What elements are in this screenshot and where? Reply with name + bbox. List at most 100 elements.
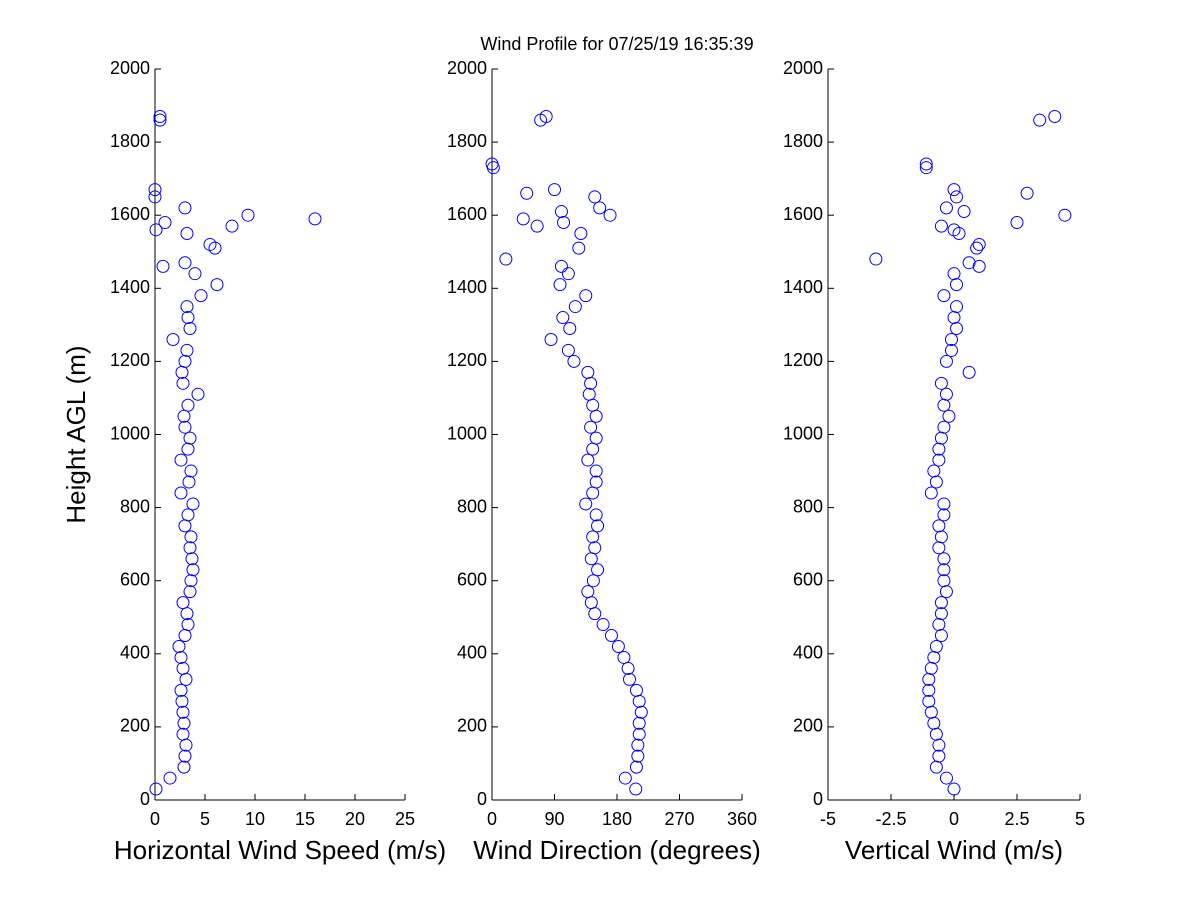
point [181,398,195,412]
point [554,205,568,219]
x-tick-label: 0 [150,809,160,829]
y-tick-label: 1400 [447,277,487,297]
point [632,727,646,741]
x-tick-label: 5 [200,809,210,829]
point [499,252,513,266]
point [950,190,964,204]
y-tick-label: 200 [457,716,487,736]
point [581,365,595,379]
x-tick-label: 0 [487,809,497,829]
point [176,705,190,719]
point [944,343,958,357]
point [584,420,598,434]
point [934,376,948,390]
point [631,738,645,752]
point [589,464,603,478]
point [581,585,595,599]
point [934,607,948,621]
point [869,252,883,266]
point [581,453,595,467]
point [175,694,189,708]
point [632,716,646,730]
point [944,332,958,346]
x-tick-label: 20 [345,809,365,829]
point [557,216,571,230]
point [591,519,605,533]
x-tick-label: 2.5 [1004,809,1029,829]
point [148,183,162,197]
point [181,442,195,456]
point [184,530,198,544]
y-tick-label: 1600 [110,204,150,224]
x-tick-label: 0 [949,809,959,829]
point [927,464,941,478]
x-tick-label: 90 [544,809,564,829]
point [618,771,632,785]
point [932,453,946,467]
y-tick-label: 800 [120,496,150,516]
point [225,219,239,233]
point [972,259,986,273]
point [180,226,194,240]
point [574,226,588,240]
y-tick-label: 1000 [783,423,823,443]
point [183,541,197,555]
point [563,322,577,336]
point [629,782,643,796]
point [611,639,625,653]
point [174,683,188,697]
x-tick-label: 360 [727,809,757,829]
point [919,161,933,175]
y-tick-label: 2000 [447,58,487,78]
point [176,727,190,741]
point [972,237,986,251]
point [181,508,195,522]
point [629,683,643,697]
point [520,186,534,200]
point [554,259,568,273]
point [183,585,197,599]
y-tick-label: 1400 [783,277,823,297]
x-tick-label: 10 [245,809,265,829]
point [178,420,192,434]
point [180,343,194,357]
x-axis-label: Horizontal Wind Speed (m/s) [114,835,446,865]
point [182,475,196,489]
point [634,705,648,719]
point [178,354,192,368]
point [174,453,188,467]
point [561,267,575,281]
point [1033,113,1047,127]
point [186,563,200,577]
y-tick-label: 1200 [447,350,487,370]
point [188,267,202,281]
point [184,464,198,478]
y-tick-label: 1800 [110,131,150,151]
y-tick-label: 600 [120,569,150,589]
point [937,497,951,511]
point [548,183,561,197]
point [163,771,177,785]
point [241,208,255,222]
y-tick-label: 800 [457,496,487,516]
point [184,574,198,588]
y-tick-label: 2000 [110,58,150,78]
point [629,760,643,774]
y-tick-label: 600 [457,569,487,589]
point [194,289,208,303]
point [934,596,948,610]
x-tick-label: 180 [602,809,632,829]
point [181,618,195,632]
point [181,311,195,325]
y-tick-label: 400 [793,643,823,663]
point [166,332,180,346]
point [556,311,570,325]
y-axis-label: Height AGL (m) [61,345,91,523]
point [937,563,951,577]
figure-title: Wind Profile for 07/25/19 16:35:39 [480,34,753,54]
point [942,409,956,423]
point [530,219,544,233]
point [176,661,190,675]
